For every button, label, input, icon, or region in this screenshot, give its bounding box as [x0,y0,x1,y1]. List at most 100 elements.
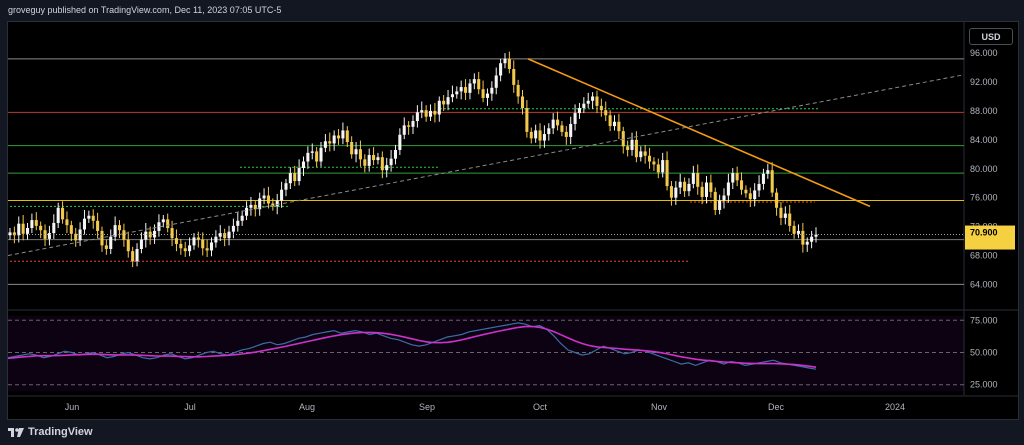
candle [205,239,209,257]
price-axis-label: 80.000 [970,164,998,174]
candle-body [665,160,669,187]
candle-body [459,87,463,92]
candle-body [455,91,459,95]
rsi-panel-background [8,316,964,391]
descending-trendline [527,58,871,208]
candle-body [814,234,818,237]
candle [43,224,47,247]
candle-body [442,100,446,105]
candle [775,188,779,216]
candle-body [450,94,454,98]
candle [104,239,108,255]
candle-body [266,195,270,204]
candle-body [372,155,376,161]
candle-body [564,131,568,137]
candle-body [161,219,165,223]
candle [472,73,476,90]
candle-body [288,173,292,184]
candle [735,166,739,187]
candle-body [376,157,380,161]
candle-body [753,190,757,200]
candle-body [691,173,695,184]
candle-body [126,239,130,252]
candle [363,154,367,173]
candle-body [275,200,279,207]
currency-selector[interactable]: USD [969,28,1013,45]
candle-body [297,168,301,182]
candle-body [639,151,643,158]
candle [214,230,218,248]
candle [551,113,555,135]
candle [372,147,376,166]
candle-body [153,230,157,238]
candle [591,92,595,109]
candle [516,79,520,104]
candle-body [437,100,441,115]
candle-body [319,147,323,162]
candle-body [796,230,801,234]
candle [612,115,617,131]
candle-body [104,245,108,249]
candle-body [481,89,485,98]
tradingview-brand[interactable]: TradingView [8,426,93,438]
candle-body [332,135,336,144]
candle [433,102,437,123]
candle-body [258,198,262,210]
candle-body [144,231,148,240]
candle-body [188,245,192,252]
candle [481,80,485,103]
candle [96,212,100,239]
candle-body [231,225,235,232]
candle [74,228,78,247]
candle [223,228,227,247]
candle-body [96,220,100,231]
overlay-lines [7,58,965,256]
candle-body [12,232,16,236]
candle-body [363,159,367,166]
candle-body [674,187,678,198]
candle [792,220,796,239]
candle [428,104,433,122]
candle-body [280,189,284,201]
candle [617,113,621,140]
candle [341,122,345,145]
candle [661,152,665,178]
candle [674,181,678,205]
candle [634,131,638,163]
candle-body [415,112,419,122]
candle-body [656,164,660,173]
candle-body [52,222,56,234]
candle-body [358,149,362,160]
candle [402,117,406,140]
candle [626,140,630,157]
candle-body [249,204,253,208]
candle-body [117,225,122,231]
candle [446,89,450,111]
candle-body [183,248,187,252]
candle [65,211,69,234]
candle [34,212,38,231]
candle [726,173,730,203]
candle [477,71,481,95]
candle-body [770,170,774,193]
candle [761,168,765,190]
candle-body [648,155,652,162]
candle-body [687,183,691,192]
candle [258,192,262,216]
candle-body [227,231,231,239]
candle-body [560,125,564,132]
candle-body [801,230,805,245]
candle-body [341,130,345,139]
candle-body [512,68,516,85]
candle-body [61,207,65,220]
candle-body [678,181,682,188]
candle [718,194,722,215]
candle-body [39,225,43,231]
candle-body [494,75,498,88]
candle [148,226,152,245]
candle [538,123,542,149]
candle [262,188,266,205]
candle-body [516,84,520,97]
candle-body [722,195,726,201]
